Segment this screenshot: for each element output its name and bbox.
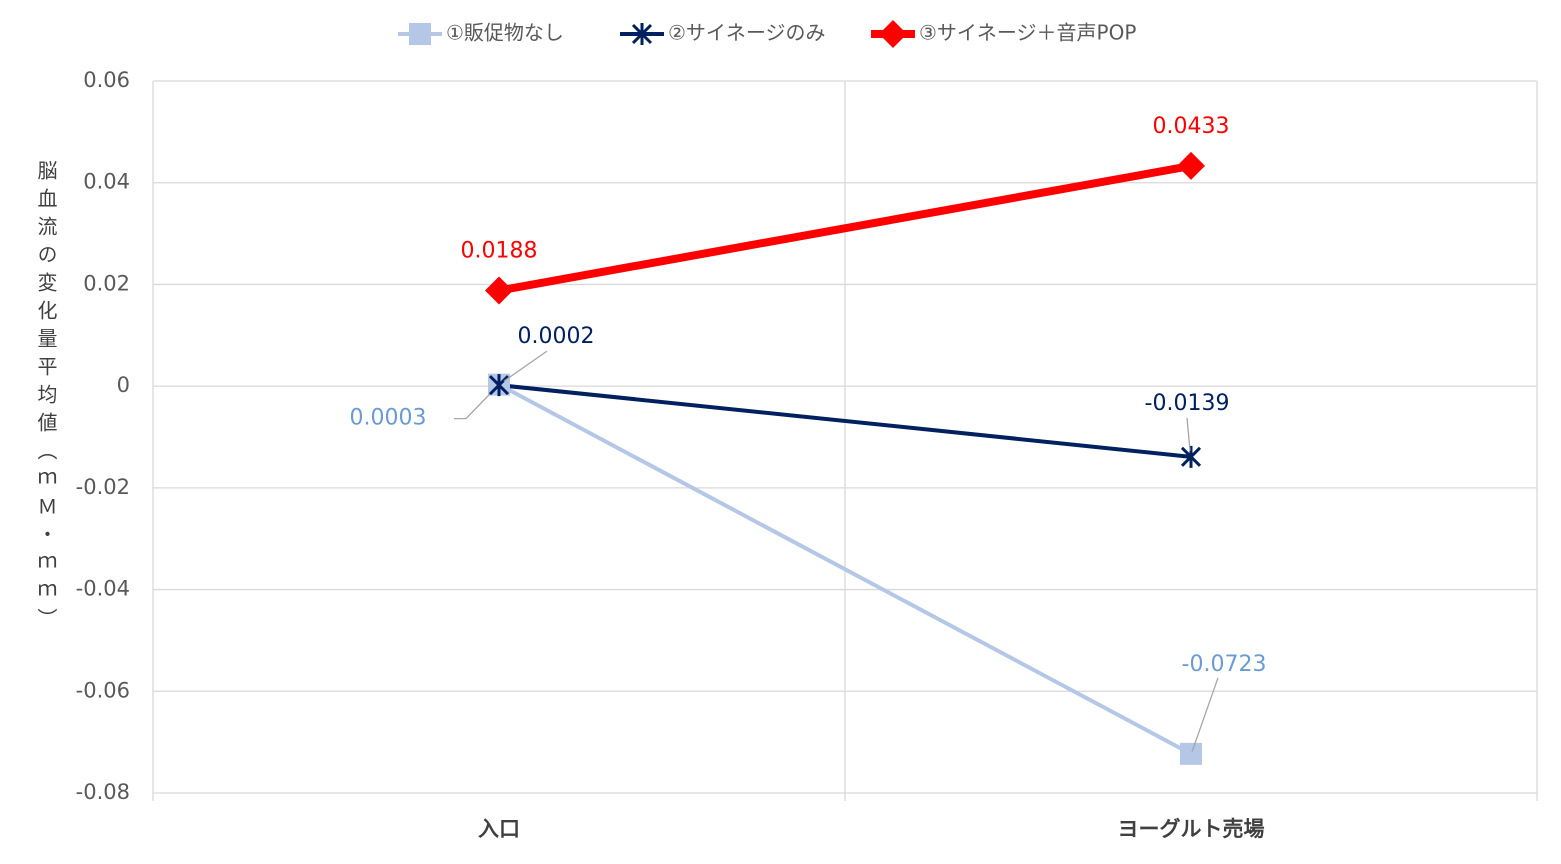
data-label: -0.0723: [1182, 652, 1267, 677]
leader-line: [454, 387, 497, 420]
marker: [485, 276, 513, 305]
legend-item: ②サイネージのみ: [620, 21, 826, 45]
y-tick-label: -0.08: [76, 780, 130, 804]
y-tick-label: 0.04: [83, 170, 130, 194]
marker: [1177, 151, 1205, 180]
marker: [631, 23, 653, 45]
marker: [409, 23, 431, 45]
marker: [488, 374, 510, 397]
marker: [1180, 742, 1202, 765]
y-tick-label: -0.06: [76, 678, 130, 702]
x-tick-label: 入口: [478, 817, 520, 841]
data-label: 0.0003: [350, 406, 427, 431]
leader-line: [1191, 677, 1219, 753]
y-tick-label: 0.02: [83, 271, 130, 295]
series-line: [498, 382, 1192, 756]
leader-line: [1186, 417, 1191, 451]
y-tick-label: 0: [117, 373, 130, 397]
legend-label: ③サイネージ＋音声POP: [919, 21, 1136, 45]
data-label: 0.0002: [518, 324, 595, 349]
marker: [879, 20, 907, 48]
legend-item: ③サイネージ＋音声POP: [871, 20, 1136, 48]
data-label: 0.0188: [461, 239, 538, 264]
y-axis-label: 脳血流の変化量平均値（ｍＭ・ｍｍ）: [34, 160, 58, 636]
leader-line: [503, 350, 548, 382]
y-tick-label: -0.02: [76, 475, 130, 499]
legend-item: ①販促物なし: [398, 21, 564, 45]
data-label: 0.0433: [1153, 114, 1230, 139]
y-tick-label: -0.04: [76, 577, 130, 601]
x-tick-label: ヨーグルト売場: [1118, 817, 1265, 841]
data-label: -0.0139: [1145, 391, 1230, 416]
y-tick-label: 0.06: [83, 68, 130, 92]
series-line: [498, 383, 1192, 459]
legend-label: ②サイネージのみ: [668, 21, 826, 45]
legend-label: ①販促物なし: [446, 21, 564, 45]
marker: [1180, 445, 1202, 468]
series-line: [498, 161, 1192, 295]
